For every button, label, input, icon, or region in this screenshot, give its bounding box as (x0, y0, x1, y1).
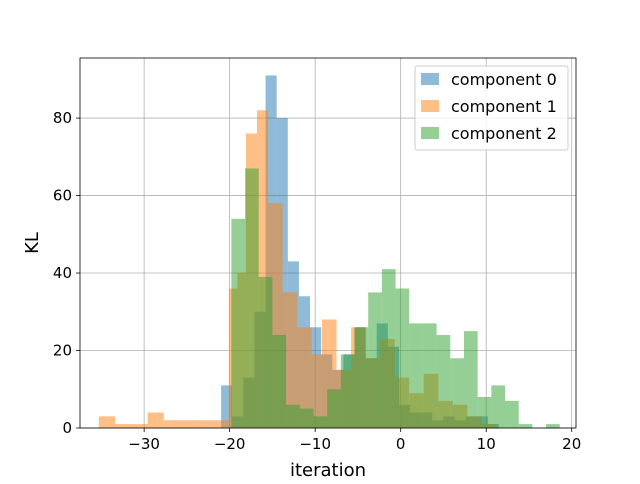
histogram-bar (257, 110, 269, 429)
histogram-bar (395, 288, 410, 428)
histogram-bar (340, 354, 355, 428)
histogram-bar (368, 292, 382, 428)
histogram-bar (450, 358, 464, 428)
legend-label-component-1: component 1 (451, 97, 557, 116)
x-tick-label: 10 (477, 435, 496, 453)
histogram-bar (231, 218, 246, 428)
x-tick-label: 0 (396, 435, 406, 453)
histogram-bar (409, 323, 423, 428)
histogram-bar (221, 385, 233, 428)
histogram-bar (477, 397, 492, 428)
histogram-bar (297, 327, 312, 428)
y-tick-label: 60 (53, 187, 72, 205)
legend-label-component-2: component 2 (451, 124, 557, 143)
histogram-bar (115, 424, 132, 428)
histogram-bars (98, 75, 560, 429)
histogram-bar (313, 416, 328, 428)
histogram-bar (245, 168, 259, 428)
histogram-bar (327, 389, 341, 428)
legend-label-component-0: component 0 (451, 70, 557, 89)
histogram-bar (299, 408, 314, 428)
x-axis-label: iteration (290, 460, 366, 480)
histogram-bar (131, 424, 148, 428)
histogram-bar (491, 385, 506, 428)
y-tick-label: 0 (62, 419, 72, 437)
x-tick-label: −20 (214, 435, 246, 453)
x-tick-label: −10 (299, 435, 331, 453)
y-tick-label: 20 (53, 342, 72, 360)
x-tick-label: 20 (562, 435, 581, 453)
histogram-bar (180, 420, 197, 428)
legend-swatch-component-0 (421, 73, 439, 85)
x-tick-label: −30 (128, 435, 160, 453)
y-tick-label: 40 (53, 264, 72, 282)
histogram-bar (381, 269, 396, 428)
histogram-bar (196, 420, 213, 428)
histogram-bar (463, 331, 478, 428)
histogram-bar (163, 420, 181, 428)
histogram-bar (286, 404, 300, 428)
histogram-bar (311, 354, 323, 428)
histogram-bar (436, 335, 451, 428)
legend: component 0 component 1 component 2 (414, 65, 569, 151)
y-tick-label: 80 (53, 109, 72, 127)
histogram-bar (147, 412, 164, 428)
legend-swatch-component-2 (421, 127, 439, 139)
histogram-bar (212, 420, 229, 428)
histogram-bar (505, 400, 519, 428)
histogram-bar (354, 327, 369, 428)
series-2-bars (231, 168, 560, 428)
histogram-bar (282, 292, 298, 428)
plot-frame (79, 57, 577, 429)
histogram-bar (422, 323, 437, 428)
y-axis-label: KL (22, 232, 43, 254)
histogram-bar (98, 416, 116, 428)
legend-frame (414, 65, 569, 151)
histogram-bar (518, 424, 533, 428)
x-axis-ticks: −30 −20 −10 0 10 20 (128, 428, 581, 453)
histogram-bar (258, 276, 273, 428)
histogram-bar (272, 335, 287, 428)
histogram-bar (546, 424, 560, 428)
y-axis-ticks: 0 20 40 60 80 (53, 109, 80, 437)
legend-swatch-component-1 (421, 100, 439, 112)
